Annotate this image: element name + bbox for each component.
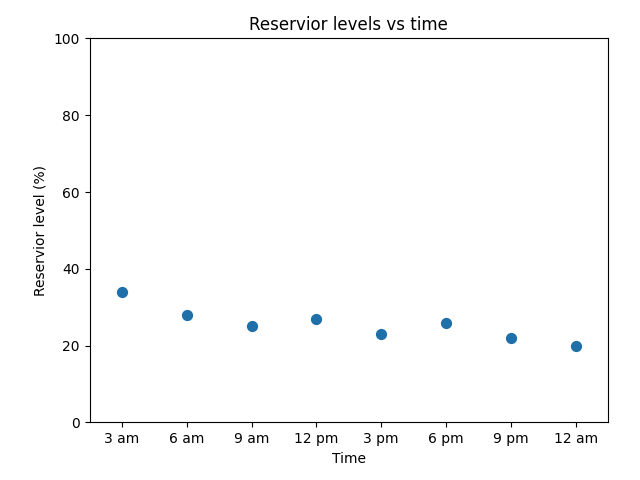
- Y-axis label: Reservior level (%): Reservior level (%): [34, 165, 48, 296]
- Point: [441, 319, 451, 326]
- Point: [570, 342, 580, 349]
- X-axis label: Time: Time: [332, 452, 366, 466]
- Point: [506, 334, 516, 342]
- Point: [376, 330, 387, 338]
- Point: [311, 315, 321, 323]
- Title: Reservior levels vs time: Reservior levels vs time: [250, 16, 448, 34]
- Point: [246, 323, 257, 330]
- Point: [117, 288, 127, 296]
- Point: [182, 311, 192, 319]
